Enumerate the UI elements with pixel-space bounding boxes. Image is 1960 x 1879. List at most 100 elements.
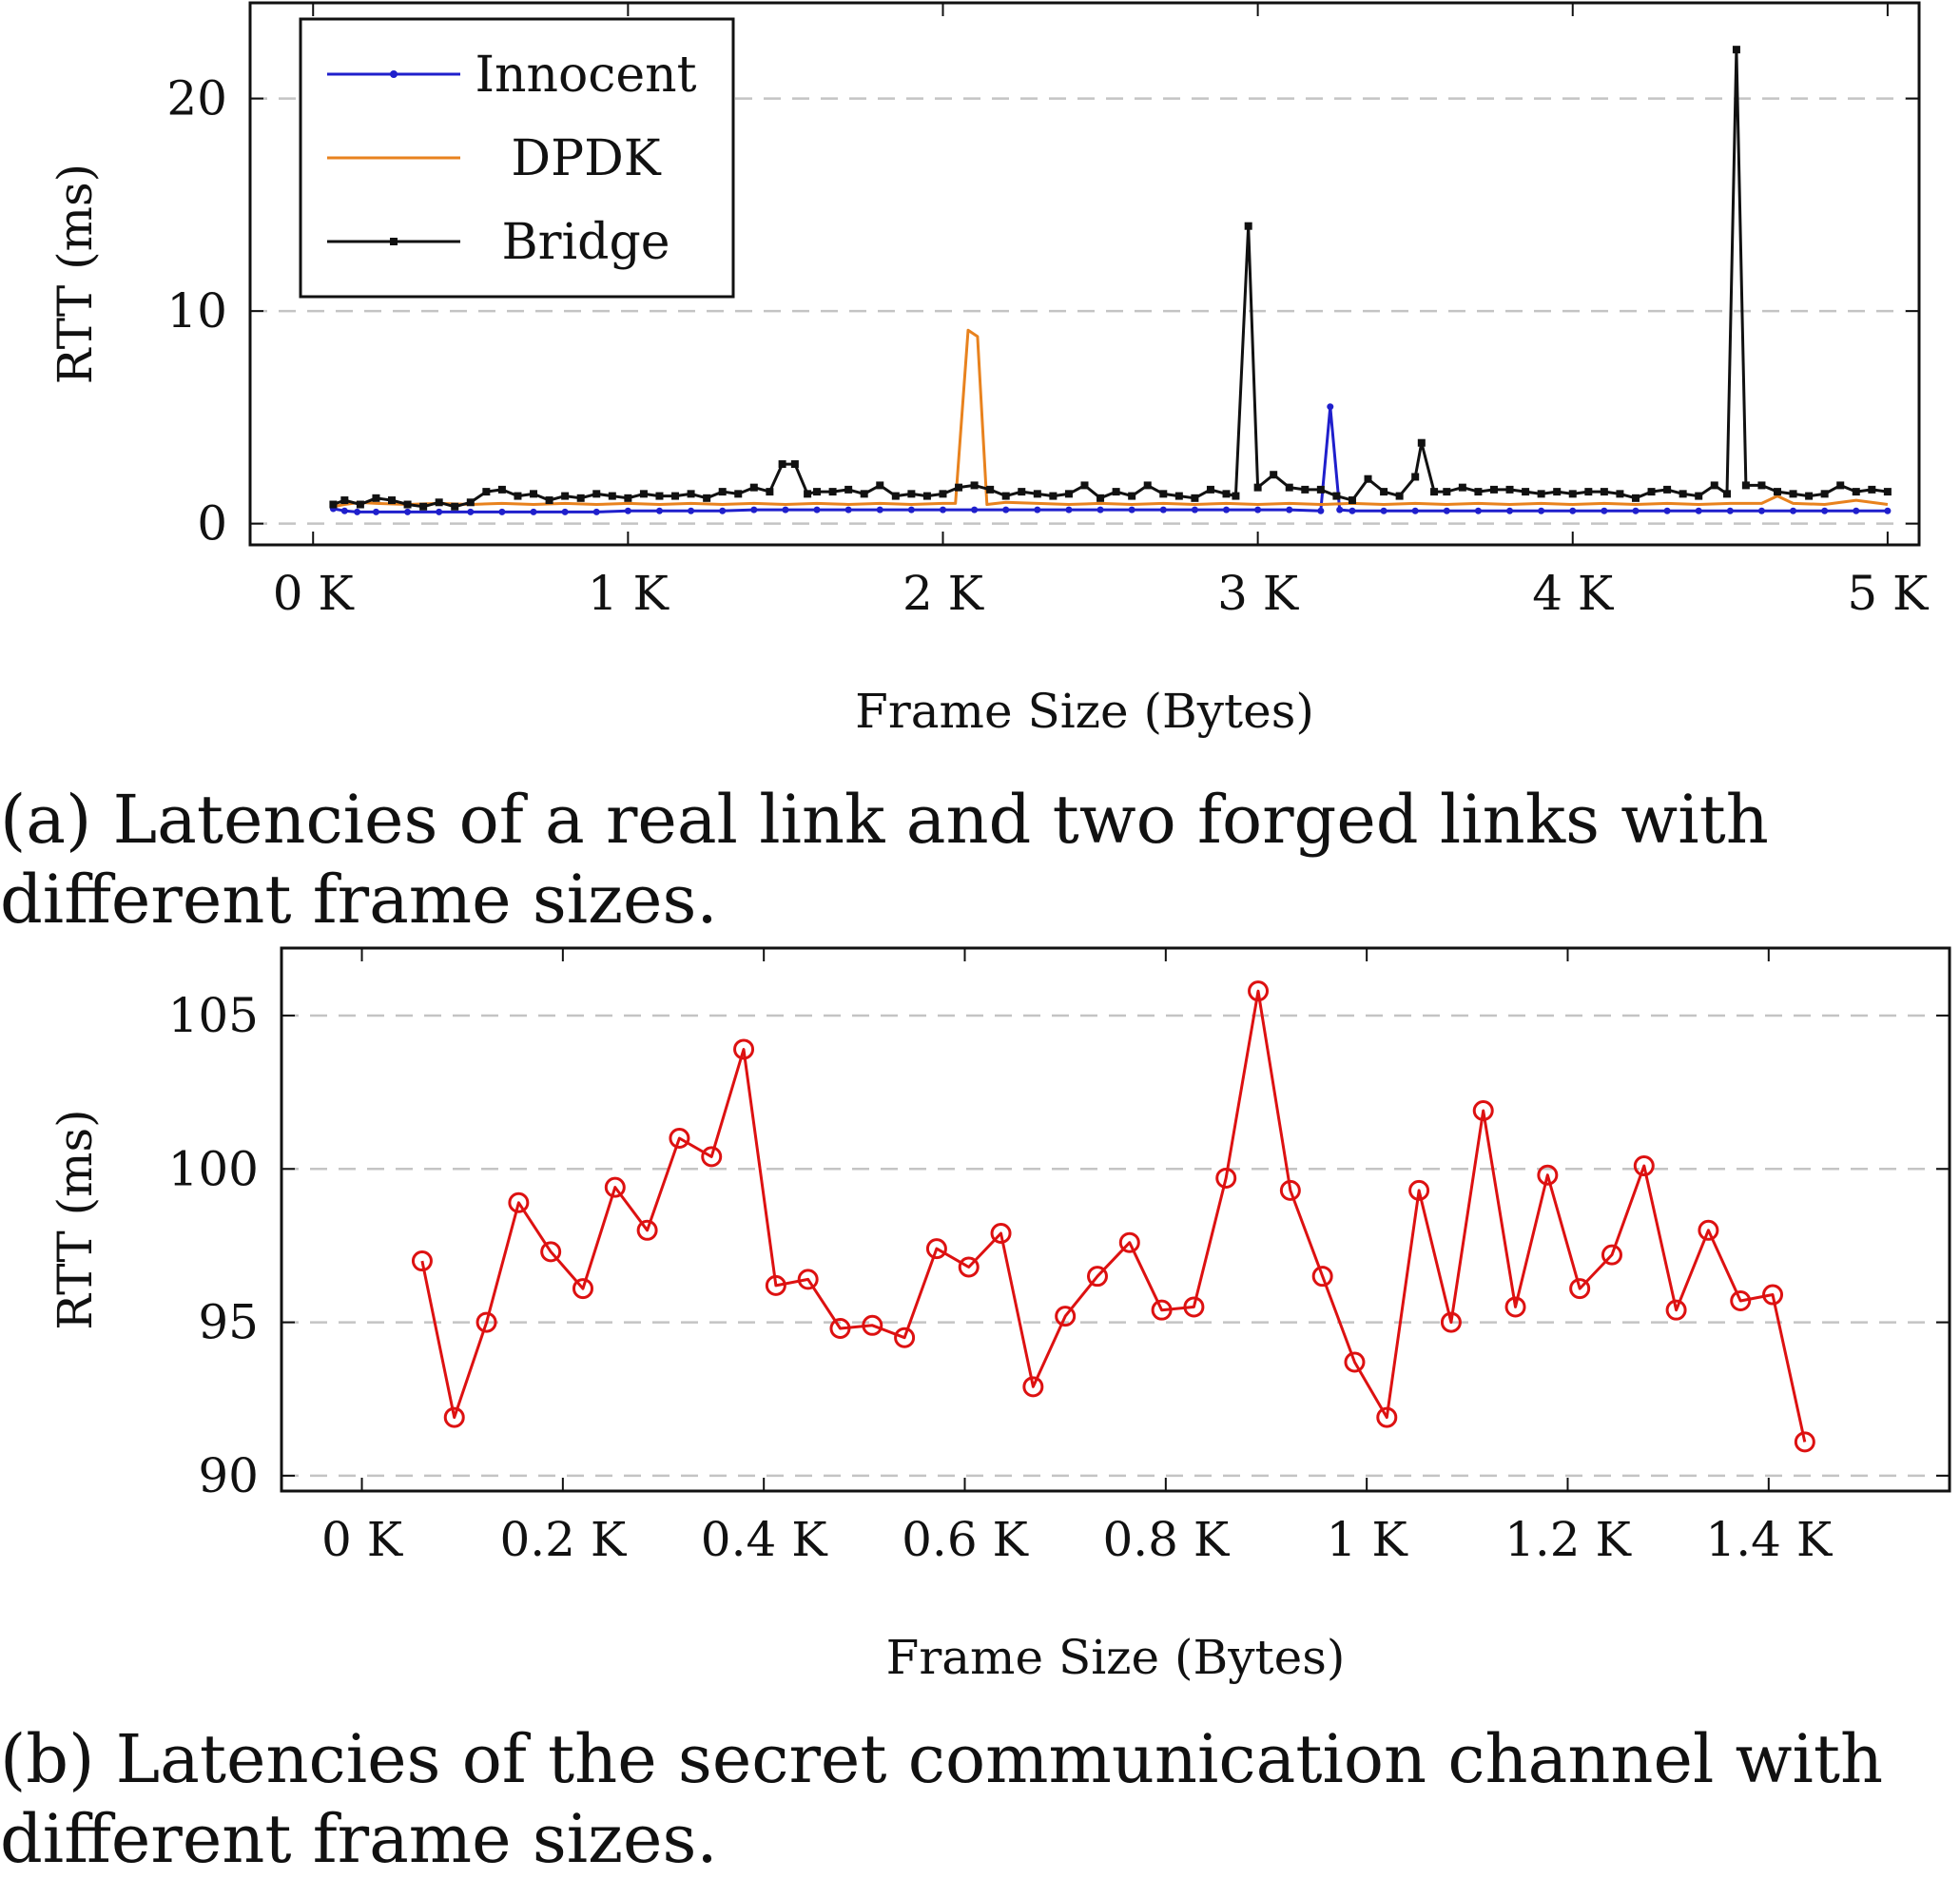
data-point — [813, 506, 821, 513]
x-tick-label: 0 K — [321, 1512, 404, 1567]
data-point — [608, 492, 616, 500]
data-point — [545, 496, 553, 505]
data-point — [466, 498, 475, 507]
data-point — [1279, 1179, 1301, 1201]
data-point — [1096, 506, 1104, 513]
data-point — [1417, 438, 1426, 447]
legend-label-dpdk: DPDK — [511, 130, 661, 187]
data-point — [1151, 1299, 1173, 1321]
data-point — [1884, 507, 1892, 514]
x-tick-label: 1 K — [1327, 1512, 1409, 1567]
data-point — [1568, 490, 1577, 498]
data-point — [701, 1146, 723, 1168]
data-point — [419, 502, 428, 511]
x-tick-label: 3 K — [1217, 566, 1300, 621]
data-point — [475, 1311, 497, 1333]
y-tick-label: 105 — [168, 988, 259, 1043]
data-point — [804, 490, 812, 498]
data-point — [435, 498, 443, 507]
data-point — [1553, 488, 1562, 496]
data-point — [1380, 488, 1388, 496]
data-point — [1301, 485, 1310, 494]
data-point — [1726, 507, 1734, 514]
data-point — [687, 490, 695, 498]
data-point — [624, 507, 631, 514]
data-point — [561, 508, 569, 515]
data-point — [636, 1219, 658, 1241]
data-point — [1065, 506, 1073, 513]
data-point — [1001, 492, 1010, 500]
data-point — [1600, 488, 1608, 496]
data-point — [733, 1038, 755, 1060]
x-axis-label: Frame Size (Bytes) — [886, 1630, 1346, 1685]
data-point — [1821, 507, 1829, 514]
data-point — [734, 490, 743, 498]
data-point — [1064, 490, 1073, 498]
data-point — [1663, 507, 1671, 514]
data-point — [530, 490, 538, 498]
data-point — [1285, 483, 1293, 492]
legend-marker — [390, 238, 398, 245]
data-point — [1002, 506, 1010, 513]
data-point — [354, 508, 361, 515]
legend: Innocent DPDK Bridge — [299, 17, 735, 299]
y-axis-label: RTT (ms) — [48, 164, 103, 384]
data-point — [1349, 507, 1356, 514]
data-point — [482, 488, 491, 496]
data-point — [1128, 506, 1135, 513]
data-point — [604, 1176, 626, 1198]
data-point — [1569, 1278, 1591, 1300]
data-point — [1049, 492, 1058, 500]
data-point — [1458, 483, 1466, 492]
legend-label-bridge: Bridge — [501, 214, 670, 271]
y-tick-label: 90 — [198, 1448, 259, 1503]
data-point — [1376, 1406, 1398, 1428]
data-point — [1762, 1284, 1784, 1306]
data-point — [844, 506, 852, 513]
data-point — [340, 496, 349, 505]
data-point — [1348, 496, 1356, 505]
data-point — [971, 506, 979, 513]
data-point — [1327, 403, 1334, 411]
x-tick-label: 0.6 K — [902, 1512, 1029, 1567]
data-point — [1732, 46, 1740, 54]
data-point — [1232, 492, 1240, 500]
data-point — [1022, 1376, 1044, 1398]
data-point — [655, 492, 664, 500]
data-point — [1730, 1289, 1752, 1311]
data-point — [1883, 488, 1892, 496]
data-point — [1253, 483, 1262, 492]
data-point — [922, 492, 931, 500]
caption-a: (a) Latencies of a real link and two for… — [0, 781, 1769, 939]
data-point — [1174, 492, 1183, 500]
data-point — [1411, 473, 1420, 481]
y-tick-label: 100 — [168, 1141, 259, 1196]
data-point — [688, 507, 695, 514]
data-point — [1790, 507, 1797, 514]
x-tick-label: 1 K — [588, 566, 670, 621]
data-point — [1411, 507, 1419, 514]
x-tick-label: 4 K — [1532, 566, 1615, 621]
data-point — [639, 490, 648, 498]
data-point — [592, 508, 600, 515]
data-point — [1538, 507, 1545, 514]
data-point — [1757, 481, 1766, 490]
data-point — [1679, 490, 1687, 498]
data-point — [340, 507, 348, 514]
data-point — [1286, 506, 1293, 513]
data-point — [955, 483, 963, 492]
data-point — [1569, 507, 1577, 514]
data-point — [388, 496, 397, 505]
data-point — [1489, 485, 1498, 494]
data-point — [1505, 485, 1514, 494]
data-point — [1112, 488, 1120, 496]
data-point — [1159, 506, 1167, 513]
data-point — [443, 1406, 465, 1428]
data-point — [1537, 490, 1545, 498]
data-point — [1474, 488, 1483, 496]
data-point — [1663, 485, 1672, 494]
series-line-dpdk — [333, 328, 1889, 509]
data-point — [1086, 1266, 1108, 1288]
data-point — [1332, 492, 1341, 500]
